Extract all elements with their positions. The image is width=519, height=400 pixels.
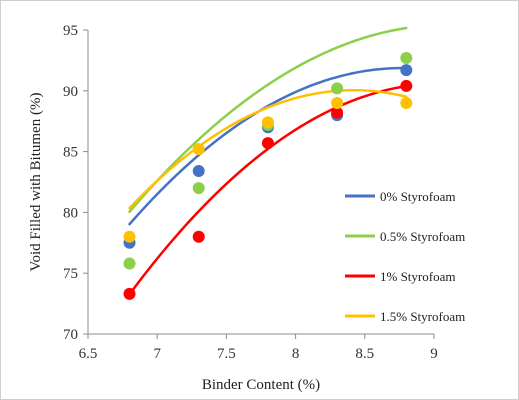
x-tick-labels: 6.5 7 7.5 8 8.5 9 [79,346,438,362]
legend: 0% Styrofoam 0.5% Styrofoam 1% Styrofoam 1.… [345,189,465,324]
data-point-series-1 [192,182,205,195]
trendlines [128,26,408,296]
legend-label: 0.5% Styrofoam [380,229,465,244]
data-point-series-3 [192,143,205,156]
data-point-series-1 [123,257,136,270]
data-point-series-0 [192,165,205,178]
y-axis-label: Void Filled with Bitumen (%) [28,93,44,272]
data-point-series-0 [400,64,413,77]
y-tick-label: 80 [63,205,78,221]
y-tick-labels: 70 75 80 85 90 95 [63,23,78,343]
y-tick-label: 90 [63,84,78,100]
x-tick-label: 9 [430,346,438,362]
legend-label: 1.5% Styrofoam [380,309,465,324]
trendline-series-0 [128,66,408,226]
legend-label: 0% Styrofoam [380,189,455,204]
data-point-series-3 [400,96,413,109]
data-point-series-2 [123,287,136,300]
x-tick-label: 8.5 [355,346,374,362]
data-point-series-2 [261,137,274,150]
y-tick-label: 75 [63,266,78,282]
data-point-series-2 [192,230,205,243]
y-tick-label: 85 [63,145,78,161]
x-tick-label: 6.5 [79,346,98,362]
data-point-series-2 [331,106,344,119]
data-point-series-1 [400,51,413,64]
data-point-series-1 [331,82,344,95]
x-tick-label: 7.5 [217,346,236,362]
x-axis-label: Binder Content (%) [202,377,320,393]
trendline-series-1 [128,26,408,214]
data-points [123,51,413,300]
data-point-series-2 [400,79,413,92]
data-point-series-3 [123,230,136,243]
data-point-series-3 [261,116,274,129]
data-point-series-3 [331,96,344,109]
x-tick-label: 8 [292,346,300,362]
y-tick-label: 70 [63,327,78,343]
legend-label: 1% Styrofoam [380,269,455,284]
x-tick-label: 7 [153,346,161,362]
trendline-series-3 [128,88,408,210]
y-tick-label: 95 [63,23,78,39]
axes [83,29,435,339]
